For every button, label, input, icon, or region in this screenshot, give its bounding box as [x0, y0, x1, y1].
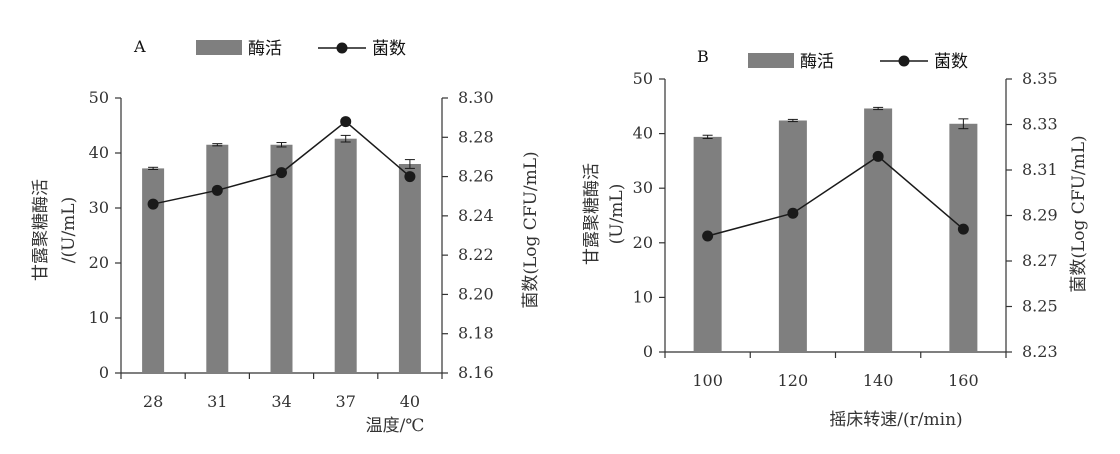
right-tick-label: 8.28: [458, 127, 494, 146]
legend-bar-swatch: [196, 40, 242, 55]
bar: [270, 144, 293, 373]
left-tick-label: 50: [89, 88, 109, 107]
chart-panel-b: B 酶活 菌数 0 10 20 30 40 50 8.23 8.25 8.27 8.29 8.31 8.33…: [582, 47, 1089, 430]
line-point: [147, 198, 159, 210]
line-point: [872, 150, 884, 162]
chart-panel-a: A 酶活 菌数 0 10 20 30 40 50 8.16 8.18 8.20 8.22 8.24 8.26…: [31, 37, 541, 436]
bar: [778, 120, 807, 352]
x-category-label: 34: [271, 392, 291, 411]
bar: [206, 144, 229, 373]
panel-letter: B: [697, 47, 709, 66]
right-tick-label: 8.27: [1022, 251, 1058, 270]
left-tick-label: 50: [633, 69, 653, 88]
line-point: [404, 171, 416, 183]
x-axis-title: 温度/℃: [366, 416, 425, 436]
line-point: [957, 223, 969, 235]
x-category-label: 40: [400, 392, 420, 411]
left-tick-label: 20: [89, 253, 109, 272]
x-category-label: 100: [692, 371, 723, 390]
bar: [334, 138, 357, 373]
bar: [398, 164, 421, 373]
left-tick-label: 40: [89, 143, 109, 162]
legend-line-label: 菌数: [372, 39, 406, 59]
bar: [693, 136, 722, 352]
line-point: [787, 207, 799, 219]
left-y-axis-title: 甘露聚糖酶活: [31, 179, 51, 281]
right-tick-label: 8.18: [458, 324, 494, 343]
x-category-label: 28: [143, 392, 163, 411]
line-point: [276, 167, 287, 179]
line-series: [707, 155, 964, 237]
right-tick-label: 8.29: [1022, 206, 1058, 225]
bar: [949, 123, 978, 352]
left-tick-label: 10: [89, 308, 109, 327]
bar: [142, 168, 165, 373]
panel-letter: A: [133, 37, 146, 56]
left-tick-label: 20: [633, 233, 653, 252]
left-tick-label: 30: [633, 178, 653, 197]
x-category-label: 37: [336, 392, 356, 411]
legend-line-label: 菌数: [934, 52, 968, 72]
legend-line-marker: [336, 42, 348, 54]
right-tick-label: 8.25: [1022, 297, 1058, 316]
line-point: [340, 116, 352, 128]
legend-line-marker: [898, 55, 910, 67]
left-tick-label: 30: [89, 198, 109, 217]
legend-bar-label: 酶活: [800, 52, 834, 72]
x-category-label: 160: [948, 371, 979, 390]
x-category-label: 31: [207, 392, 227, 411]
right-tick-label: 8.35: [1022, 69, 1058, 88]
left-tick-label: 10: [633, 287, 653, 306]
legend-bar-label: 酶活: [248, 39, 282, 59]
left-y-axis-unit: (U/mL): [607, 184, 627, 245]
right-y-axis-title: 菌数(Log CFU/mL): [521, 151, 541, 308]
left-tick-label: 0: [643, 342, 653, 361]
right-tick-label: 8.30: [458, 88, 494, 107]
left-tick-label: 40: [633, 124, 653, 143]
bar: [864, 108, 893, 352]
right-tick-label: 8.16: [458, 363, 494, 382]
line-point: [211, 184, 223, 196]
left-y-axis-title: 甘露聚糖酶活: [582, 163, 602, 265]
right-tick-label: 8.31: [1022, 160, 1058, 179]
right-tick-label: 8.26: [458, 167, 494, 186]
right-y-axis-title: 菌数(Log CFU/mL): [1069, 135, 1089, 292]
x-axis-title: 摇床转速/(r/min): [829, 410, 962, 430]
right-tick-label: 8.33: [1022, 115, 1058, 134]
x-category-label: 140: [863, 371, 894, 390]
legend: 酶活 菌数: [196, 39, 406, 59]
left-y-axis-unit: /(U/mL): [59, 197, 79, 263]
legend-bar-swatch: [748, 53, 794, 68]
legend: 酶活 菌数: [748, 52, 968, 72]
left-tick-label: 0: [99, 363, 109, 382]
right-tick-label: 8.24: [458, 206, 494, 225]
right-tick-label: 8.23: [1022, 342, 1058, 361]
right-tick-label: 8.22: [458, 245, 494, 264]
right-tick-label: 8.20: [458, 284, 494, 303]
x-category-label: 120: [778, 371, 809, 390]
line-point: [702, 230, 714, 242]
